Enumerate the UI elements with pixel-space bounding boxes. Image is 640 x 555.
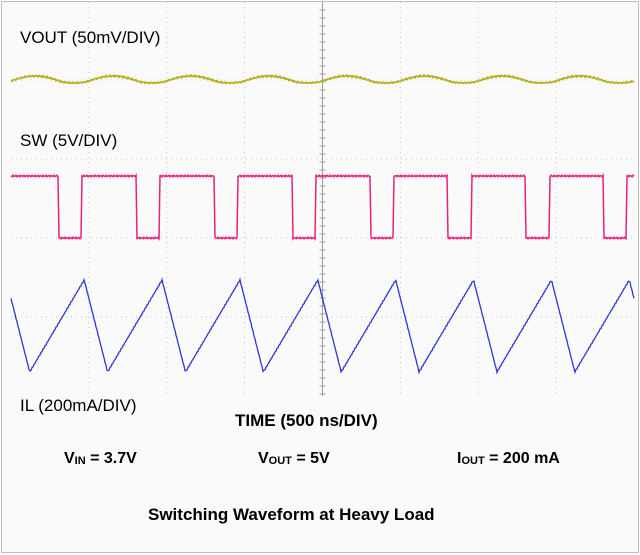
vout-trace — [10, 73, 635, 85]
figure-caption: Switching Waveform at Heavy Load — [148, 505, 435, 524]
vout-condition: VOUT = 5V — [258, 450, 330, 467]
vout-trace-label: VOUT (50mV/DIV) — [20, 28, 161, 47]
time-axis-label: TIME (500 ns/DIV) — [235, 411, 378, 430]
il-trace — [10, 277, 635, 375]
sw-trace — [10, 172, 635, 241]
iout-condition: IOUT = 200 mA — [457, 450, 560, 467]
sw-trace-label: SW (5V/DIV) — [20, 131, 118, 150]
vin-condition: VIN = 3.7V — [64, 450, 137, 467]
il-trace-label: IL (200mA/DIV) — [20, 396, 137, 415]
